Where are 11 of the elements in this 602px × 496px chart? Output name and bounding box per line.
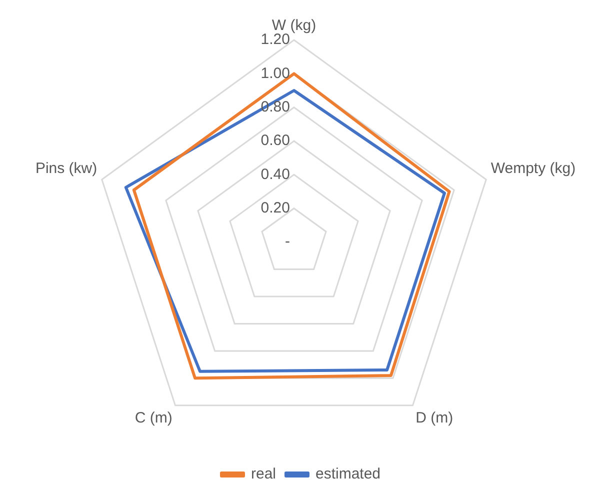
legend-label: real: [250, 466, 276, 483]
y-tick-label: 1.00: [260, 64, 290, 82]
spoke-label: D (m): [416, 410, 454, 427]
spoke-label: C (m): [134, 410, 172, 427]
legend-label: estimated: [315, 466, 381, 483]
y-tick-label: 0.20: [260, 199, 290, 216]
y-tick-label: 0.60: [260, 132, 290, 150]
y-tick-label: 0.40: [260, 166, 290, 183]
spoke-label: Pins (kw): [35, 160, 98, 178]
spoke-label: Wempty (kg): [490, 160, 576, 178]
y-tick-label: -: [285, 233, 290, 250]
